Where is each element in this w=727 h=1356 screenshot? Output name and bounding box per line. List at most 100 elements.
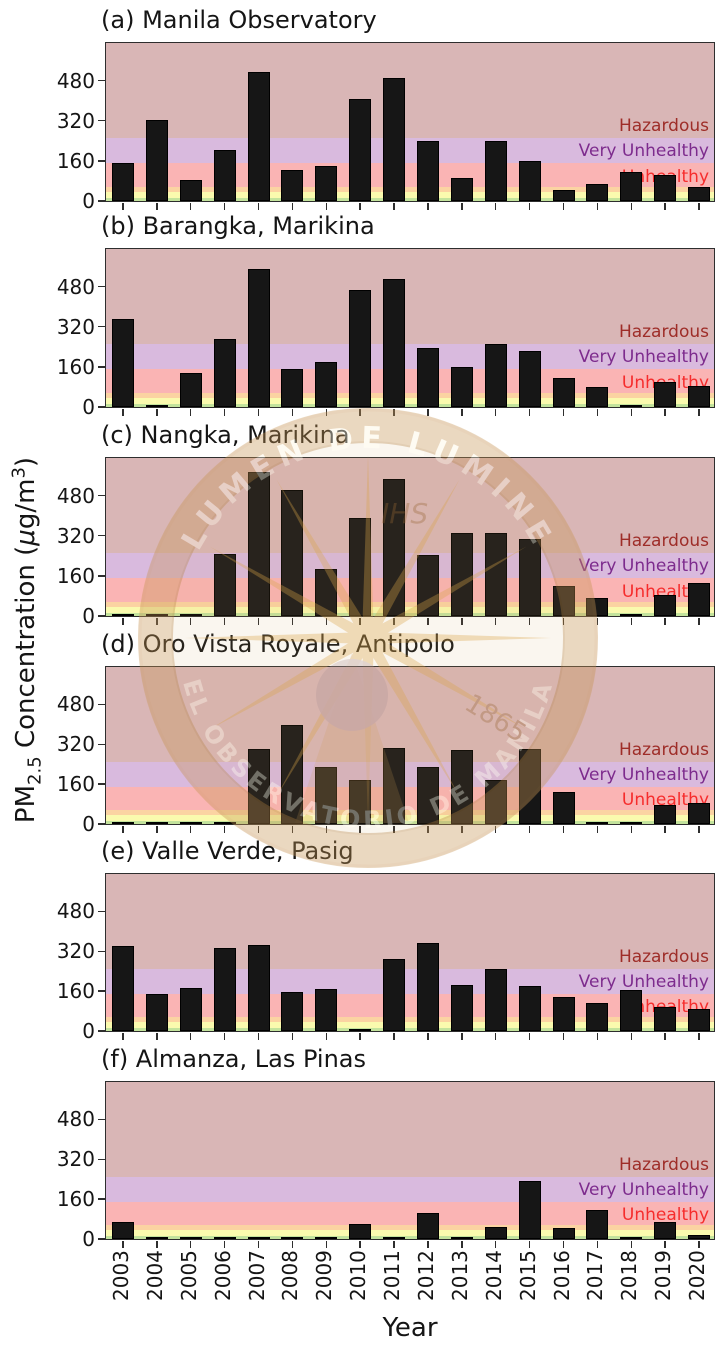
bar-2014: [484, 1227, 507, 1239]
bar-2003: [111, 163, 134, 201]
bar-2008: [281, 369, 304, 407]
x-tick: [257, 202, 260, 210]
y-tick-label: 0: [82, 395, 95, 419]
bar-2007: [247, 71, 270, 201]
x-tick: [461, 202, 463, 210]
bar-2016: [552, 585, 575, 616]
x-tick: [461, 1240, 463, 1248]
y-tick-label: 320: [56, 732, 95, 757]
band-label-very-unhealthy: Very Unhealthy: [578, 347, 709, 368]
bar-2010: [349, 99, 372, 201]
bar-2010: [349, 518, 372, 616]
x-tick: [698, 408, 700, 416]
x-tick: [223, 825, 226, 833]
x-tick: [461, 825, 463, 833]
bar-2018: [620, 614, 643, 616]
x-tick: [325, 1240, 327, 1248]
x-tick: [291, 617, 294, 625]
y-tick: [97, 783, 105, 785]
bar-2019: [654, 1006, 677, 1031]
x-tick: [596, 1240, 599, 1248]
x-tick: [156, 825, 158, 833]
y-tick-label: 480: [56, 1107, 95, 1132]
bar-2012: [416, 140, 439, 201]
bar-2019: [654, 175, 677, 201]
bar-2015: [518, 985, 541, 1031]
bar-2005: [179, 373, 202, 407]
bar-2011: [383, 78, 406, 201]
x-tick: [596, 617, 599, 625]
y-tick-label: 320: [56, 1147, 95, 1172]
x-tick: [461, 408, 463, 416]
bar-2020: [688, 1235, 711, 1239]
band-label-very-unhealthy: Very Unhealthy: [578, 556, 709, 577]
bar-2003: [111, 822, 134, 824]
x-tick: [122, 202, 124, 210]
bar-2008: [281, 169, 304, 201]
x-tick: [698, 1032, 700, 1040]
y-tick-label: 480: [56, 692, 95, 717]
bar-2003: [111, 946, 134, 1031]
x-tick: [223, 617, 226, 625]
bar-2011: [383, 279, 406, 407]
x-tick: [122, 617, 124, 625]
bar-2006: [213, 149, 236, 201]
x-tick: [325, 1032, 327, 1040]
bar-2010: [349, 1223, 372, 1239]
x-tick: [291, 408, 294, 416]
bar-2009: [315, 1237, 338, 1239]
bar-2010: [349, 1029, 372, 1031]
x-tick: [698, 825, 700, 833]
bar-2016: [552, 997, 575, 1031]
bar-2015: [518, 351, 541, 407]
bar-2008: [281, 725, 304, 824]
bar-2012: [416, 1213, 439, 1239]
x-tick: [190, 1240, 192, 1248]
y-tick-label: 0: [82, 604, 95, 628]
panel-oro-vista-royale: (d) Oro Vista Royale, Antipolo Unhealthy…: [57, 630, 715, 834]
y-tick: [97, 535, 105, 537]
bar-2011: [383, 479, 406, 616]
bar-2015: [518, 161, 541, 201]
y-tick: [97, 200, 105, 202]
x-tick: [630, 1032, 632, 1040]
y-tick-label: 480: [56, 68, 95, 93]
bar-2005: [179, 614, 202, 616]
y-tick: [97, 703, 105, 706]
bar-2009: [315, 165, 338, 201]
y-tick-label: 160: [56, 148, 95, 173]
bar-2017: [586, 386, 609, 407]
bar-2006: [213, 553, 236, 616]
bar-2011: [383, 748, 406, 824]
bar-2018: [620, 822, 643, 824]
band-label-hazardous: Hazardous: [618, 739, 709, 760]
x-tick: [122, 1240, 124, 1248]
x-tick: [664, 1240, 666, 1248]
bar-2019: [654, 1221, 677, 1239]
x-tick: [223, 1032, 226, 1040]
x-tick: [427, 1240, 429, 1248]
x-tick: [393, 408, 395, 416]
x-tick: [257, 617, 260, 625]
bar-2014: [484, 140, 507, 201]
x-tick-label: 2007: [244, 1250, 269, 1301]
x-tick: [325, 825, 327, 833]
bar-2005: [179, 988, 202, 1031]
bar-2015: [518, 538, 541, 616]
bar-2009: [315, 767, 338, 824]
x-tick: [630, 617, 632, 625]
x-tick: [427, 202, 429, 210]
band-label-hazardous: Hazardous: [618, 946, 709, 967]
bar-2004: [145, 822, 168, 824]
bar-2010: [349, 779, 372, 824]
bar-2013: [450, 533, 473, 616]
y-tick-label: 320: [56, 314, 95, 339]
panel-title: (d) Oro Vista Royale, Antipolo: [101, 630, 455, 658]
x-tick: [190, 617, 192, 625]
bar-2006: [213, 339, 236, 407]
